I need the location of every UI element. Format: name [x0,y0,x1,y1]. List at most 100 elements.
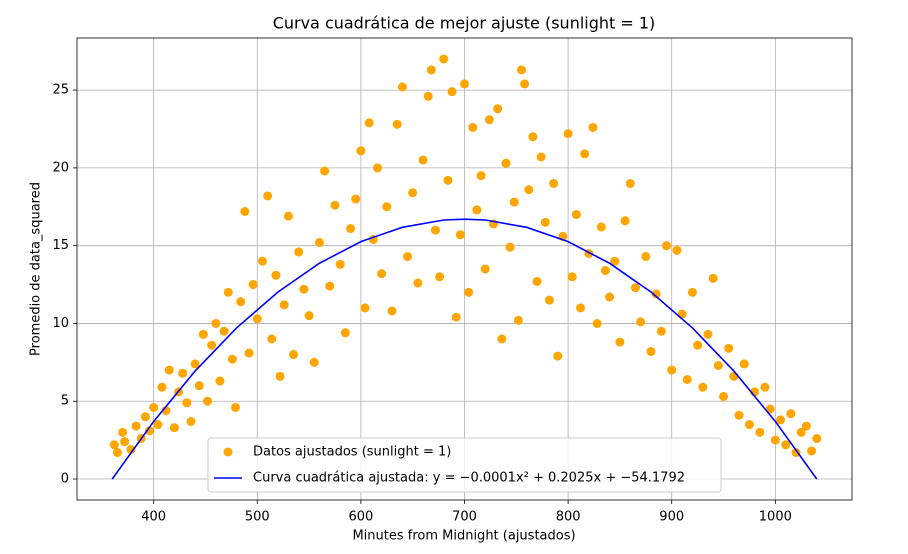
scatter-point [656,326,666,336]
scatter-point [203,396,213,406]
y-tick-label: 15 [52,238,69,253]
scatter-point [418,155,428,165]
scatter-point [439,54,449,64]
scatter-point [620,216,630,226]
scatter-point [770,435,780,445]
scatter-point [472,205,482,215]
scatter-point [549,178,559,188]
scatter-point [524,185,534,195]
scatter-point [198,329,208,339]
x-tick-label: 500 [245,510,270,525]
scatter-point [346,224,356,234]
scatter-point [299,284,309,294]
scatter-point [194,381,204,391]
scatter-point [687,287,697,297]
x-axis-label: Minutes from Midnight (ajustados) [352,529,575,544]
scatter-point [131,421,141,431]
scatter-point [698,382,708,392]
scatter-point [703,329,713,339]
scatter-point [791,448,801,458]
scatter-point [651,289,661,299]
scatter-point [257,256,267,266]
scatter-point [126,444,136,454]
scatter-point [744,420,754,430]
x-tick-label: 400 [141,510,166,525]
scatter-point [760,382,770,392]
scatter-point [211,318,221,328]
scatter-point [207,340,217,350]
scatter-point [544,295,554,305]
scatter-point [567,272,577,282]
scatter-point [112,448,122,458]
scatter-point [294,247,304,257]
scatter-point [430,225,440,235]
scatter-point [227,354,237,364]
scatter-point [244,348,254,358]
legend-label: Datos ajustados (sunlight = 1) [253,445,451,460]
legend-box [207,437,722,493]
scatter-point [271,270,281,280]
scatter-point [330,200,340,210]
scatter-point [304,311,314,321]
scatter-point [309,357,319,367]
scatter-point [364,118,374,128]
scatter-point [403,252,413,262]
scatter-point [812,434,822,444]
scatter-point [729,371,739,381]
scatter-point [682,374,692,384]
scatter-point [289,350,299,360]
scatter-point [283,211,293,221]
scatter-point [408,188,418,198]
x-tick-label: 600 [348,510,373,525]
legend-marker [223,447,233,457]
scatter-point [596,222,606,232]
scatter-point [314,238,324,248]
scatter-point [275,371,285,381]
scatter-point [153,420,163,430]
scatter-point [786,409,796,419]
scatter-point [426,65,436,75]
scatter-point [693,340,703,350]
scatter-point [468,122,478,132]
scatter-point [553,351,563,361]
scatter-point [351,194,361,204]
scatter-point [610,256,620,266]
scatter-point [140,412,150,422]
scatter-point [435,272,445,282]
scatter-point [776,415,786,425]
scatter-point [320,166,330,176]
scatter-point [536,152,546,162]
x-tick-label: 1000 [759,510,792,525]
scatter-point [219,326,229,336]
scatter-point [781,440,791,450]
scatter-point [667,365,677,375]
scatter-point [169,423,179,433]
scatter-point [646,346,656,356]
scatter-point [600,266,610,276]
scatter-point [157,382,167,392]
scatter-point [532,276,542,286]
x-tick-label: 800 [556,510,581,525]
scatter-point [178,368,188,378]
scatter-point [443,175,453,185]
scatter-point [592,318,602,328]
scatter-point [493,104,503,114]
scatter-point [571,210,581,220]
legend-label: Curva cuadrática ajustada: y = −0.0001x²… [253,471,685,486]
scatter-point [460,79,469,89]
scatter-point [724,343,734,353]
scatter-point [520,79,530,89]
scatter-point [118,427,128,437]
scatter-point [739,359,749,369]
scatter-point [796,427,806,437]
y-tick-label: 0 [61,472,69,487]
scatter-point [516,65,526,75]
scatter-point [360,303,370,313]
scatter-point [580,149,590,159]
scatter-point [625,178,635,188]
scatter-point [497,334,507,344]
plot-frame [76,37,853,501]
scatter-point [576,303,586,313]
scatter-point [801,421,811,431]
